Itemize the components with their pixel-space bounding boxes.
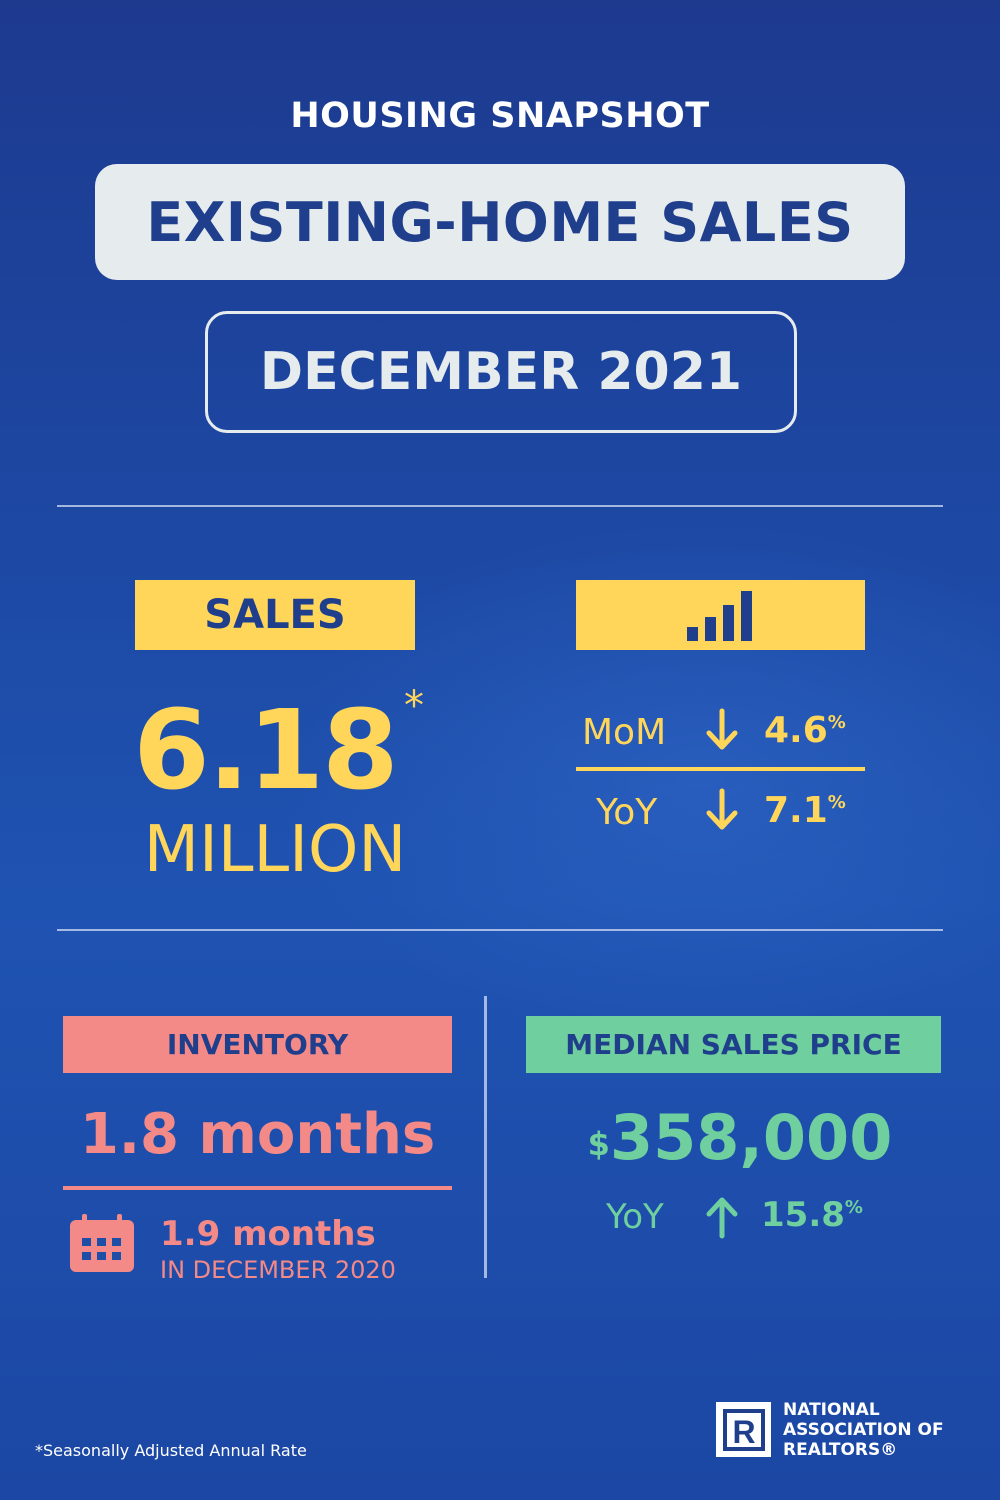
price-yoy-row: YoY 15.8%	[598, 1193, 918, 1243]
inventory-previous-label: IN DECEMBER 2020	[160, 1256, 396, 1284]
footnote: *Seasonally Adjusted Annual Rate	[35, 1441, 307, 1460]
yoy-value: 7.1	[764, 790, 828, 831]
yoy-row: YoY 7.1%	[578, 782, 868, 842]
logo-letter: R	[732, 1414, 755, 1450]
month-label: DECEMBER 2021	[259, 342, 743, 402]
price-yoy-percent: %	[844, 1197, 863, 1218]
divider-top	[57, 505, 943, 507]
inventory-label: INVENTORY	[166, 1028, 349, 1061]
main-title: EXISTING-HOME SALES	[146, 190, 854, 254]
change-tag	[576, 580, 865, 650]
logo-line-2: ASSOCIATION OF	[783, 1420, 944, 1440]
logo-line-3: REALTORS®	[783, 1440, 898, 1460]
sales-label: SALES	[204, 592, 346, 638]
bar-chart-icon	[686, 591, 752, 641]
price-yoy-label: YoY	[606, 1197, 664, 1237]
sales-unit: MILLION	[143, 813, 407, 887]
median-price-tag: MEDIAN SALES PRICE	[526, 1016, 941, 1073]
price-yoy-value: 15.8	[761, 1195, 845, 1235]
month-banner: DECEMBER 2021	[205, 311, 797, 433]
currency-symbol: $	[587, 1125, 610, 1163]
median-price-value-wrap: $358,000	[540, 1098, 940, 1178]
arrow-down-icon	[706, 708, 738, 750]
price-yoy-value-wrap: 15.8%	[761, 1195, 863, 1235]
mom-label: MoM	[582, 712, 667, 753]
realtor-r-mark: R	[722, 1408, 765, 1451]
change-divider	[576, 767, 865, 771]
median-price-value: 358,000	[609, 1101, 893, 1174]
median-price-label: MEDIAN SALES PRICE	[565, 1028, 902, 1061]
yoy-value-wrap: 7.1%	[764, 790, 846, 831]
inventory-value: 1.8 months	[79, 1102, 436, 1167]
sales-asterisk: *	[404, 683, 424, 729]
title-banner: EXISTING-HOME SALES	[95, 164, 905, 280]
mom-percent: %	[827, 712, 846, 733]
inventory-divider	[63, 1186, 452, 1190]
inventory-previous-value: 1.9 months	[160, 1214, 376, 1254]
arrow-down-icon	[706, 788, 738, 830]
logo-line-1: NATIONAL	[783, 1400, 880, 1420]
realtor-logo-icon: R	[716, 1402, 771, 1457]
inventory-tag: INVENTORY	[63, 1016, 452, 1073]
mom-row: MoM 4.6%	[578, 702, 868, 762]
calendar-icon	[70, 1214, 134, 1272]
mom-value: 4.6	[764, 710, 828, 751]
sales-tag: SALES	[135, 580, 415, 650]
yoy-label: YoY	[596, 792, 658, 833]
divider-middle	[57, 929, 943, 931]
yoy-percent: %	[827, 792, 846, 813]
kicker-title: HOUSING SNAPSHOT	[290, 96, 710, 136]
sales-value: 6.18	[133, 686, 398, 814]
arrow-up-icon	[706, 1197, 738, 1239]
divider-vertical	[484, 996, 487, 1278]
logo-wordmark: NATIONAL ASSOCIATION OF REALTORS®	[783, 1400, 983, 1460]
mom-value-wrap: 4.6%	[764, 710, 846, 751]
